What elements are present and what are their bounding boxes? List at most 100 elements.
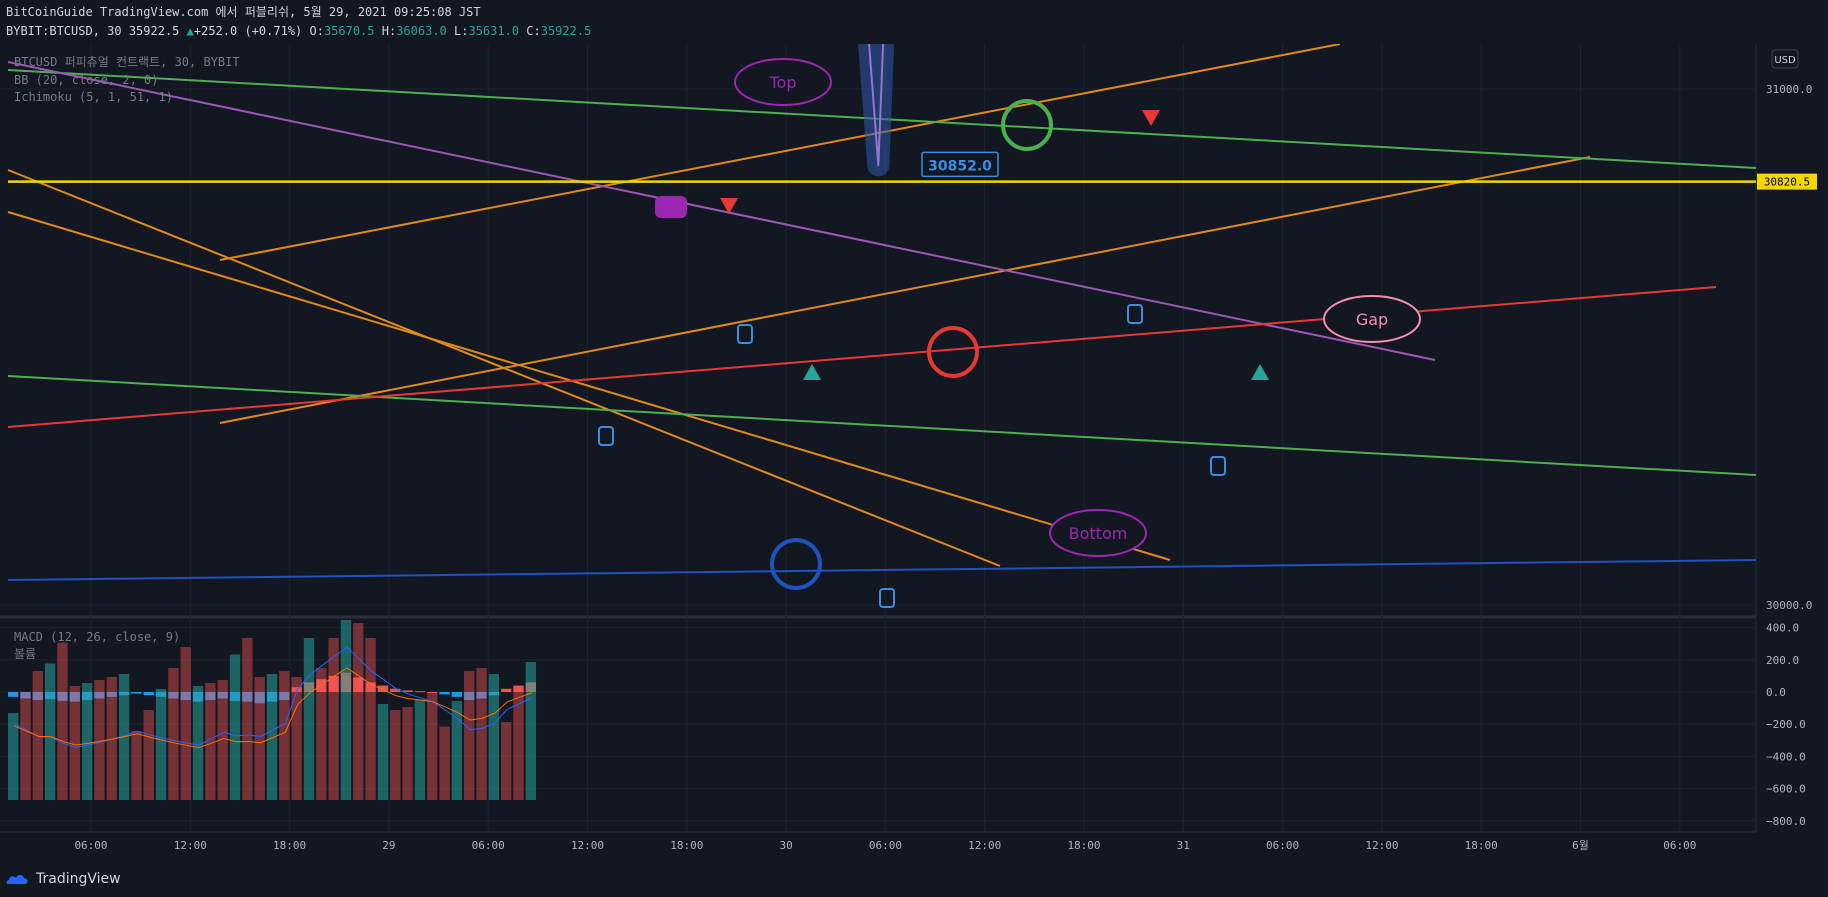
volume-bar xyxy=(8,713,19,800)
currency-badge[interactable] xyxy=(1771,49,1799,69)
change: +252.0 (+0.71%) xyxy=(193,24,303,38)
legend-volume: 볼륨 xyxy=(14,647,36,661)
x-tick-label: 29 xyxy=(382,839,395,852)
x-tick-label: 30 xyxy=(779,839,792,852)
x-tick-label: 18:00 xyxy=(1465,839,1498,852)
tradingview-logo[interactable]: TradingView xyxy=(6,871,121,887)
macd-histogram-bar xyxy=(8,692,19,697)
symbol[interactable]: BYBIT:BTCUSD, 30 xyxy=(6,24,122,38)
macd-pane xyxy=(8,620,536,800)
macd-histogram-bar xyxy=(414,691,426,693)
open-value: 35670.5 xyxy=(323,24,375,38)
volume-bar xyxy=(205,683,216,800)
macd-histogram-bar xyxy=(205,692,216,701)
x-tick-label: 06:00 xyxy=(1266,839,1299,852)
x-tick-label: 06:00 xyxy=(1663,839,1696,852)
bottom-callout: Bottom xyxy=(1069,524,1128,543)
happy-face-icon xyxy=(1001,99,1053,151)
red-trend-line xyxy=(7,286,1717,428)
macd-histogram-bar xyxy=(402,690,413,692)
brand-name: TradingView xyxy=(36,871,121,887)
macd-histogram-bar xyxy=(279,692,290,701)
price-tag-label: 30820.5 xyxy=(1764,176,1810,189)
devil-icon xyxy=(655,196,687,218)
macd-histogram-bar xyxy=(328,675,339,692)
x-tick-label: 12:00 xyxy=(968,839,1001,852)
volume-bar xyxy=(303,638,315,800)
arrow-up-icon xyxy=(1251,364,1269,380)
top-callout: Top xyxy=(769,73,797,92)
legend-macd: MACD (12, 26, close, 9) xyxy=(14,630,180,644)
ohlc-line: BYBIT:BTCUSD, 30 35922.5 ▲+252.0 (+0.71%… xyxy=(6,22,591,41)
volume-bar xyxy=(229,654,241,800)
hand-pointer-icon xyxy=(1210,456,1226,476)
volume-bar xyxy=(217,680,228,800)
volume-bar xyxy=(377,704,389,800)
x-tick-label: 06:00 xyxy=(74,839,107,852)
x-tick-label: 6월 xyxy=(1572,839,1589,852)
volume-bar xyxy=(291,677,302,800)
bottom-callout-bubble xyxy=(1049,509,1147,557)
volume-bar xyxy=(20,692,31,800)
x-tick-label: 06:00 xyxy=(472,839,505,852)
arrow-down-icon xyxy=(1142,110,1160,126)
macd-histogram-bar xyxy=(353,677,364,692)
top-callout-bubble xyxy=(734,58,832,106)
macd-histogram-bar xyxy=(365,682,376,692)
tradingview-cloud-icon xyxy=(6,875,28,884)
x-tick-label: 06:00 xyxy=(869,839,902,852)
y-tick-label: 31000.0 xyxy=(1766,83,1812,96)
green-trend-line-2 xyxy=(7,375,1756,476)
arrow-down-icon xyxy=(720,198,738,214)
volume-bar xyxy=(513,692,524,800)
macd-histogram-bar xyxy=(427,692,438,693)
volume-bar xyxy=(501,722,512,800)
header-info: BitCoinGuide TradingView.com 에서 퍼블리쉬, 5월… xyxy=(6,3,591,41)
x-tick-label: 18:00 xyxy=(1067,839,1100,852)
up-arrow-icon: ▲ xyxy=(186,24,194,38)
volume-bar xyxy=(414,699,426,800)
volume-bar xyxy=(254,677,265,800)
x-tick-label: 18:00 xyxy=(273,839,306,852)
price-tag xyxy=(1757,173,1817,190)
volume-bar xyxy=(402,707,413,800)
volume-bar xyxy=(242,638,253,800)
volume-bar xyxy=(168,668,179,800)
x-tick-label: 18:00 xyxy=(670,839,703,852)
volume-bar xyxy=(192,686,204,800)
macd-histogram-bar xyxy=(390,688,401,692)
hand-pointer-icon xyxy=(737,324,753,344)
volume-bar xyxy=(94,680,105,800)
volume-bar xyxy=(525,662,536,800)
axes: 30000.031000.032000.033000.034000.035000… xyxy=(74,83,1817,852)
volume-bar xyxy=(316,668,327,800)
macd-histogram-bar xyxy=(106,692,117,697)
macd-y-tick-label: −800.0 xyxy=(1766,815,1806,828)
neutral-face-icon xyxy=(927,326,979,378)
macd-y-tick-label: −200.0 xyxy=(1766,718,1806,731)
close-value: 35922.5 xyxy=(540,24,592,38)
sleepy-face-icon xyxy=(770,538,822,590)
volume-bar xyxy=(180,647,191,800)
x-tick-label: 31 xyxy=(1177,839,1190,852)
volume-bar xyxy=(143,710,154,800)
volume-bar xyxy=(488,674,500,800)
price-pane[interactable] xyxy=(7,0,1756,581)
macd-histogram-bar xyxy=(464,692,475,701)
macd-histogram-bar xyxy=(291,687,302,692)
hand-pointer-icon xyxy=(1127,304,1143,324)
macd-y-tick-label: 400.0 xyxy=(1766,622,1799,635)
low-label: L: xyxy=(454,24,469,38)
y-tick-label: 30000.0 xyxy=(1766,599,1812,612)
volume-bar xyxy=(439,726,450,800)
volume-bar xyxy=(365,638,376,800)
blue-trend-line xyxy=(7,559,1756,581)
price-label: 30852.0 xyxy=(928,158,992,174)
macd-histogram-bar xyxy=(242,692,253,702)
macd-line xyxy=(13,646,533,748)
macd-histogram-bar xyxy=(217,692,228,699)
high-label: H: xyxy=(381,24,397,38)
close-label: C: xyxy=(526,24,541,38)
macd-histogram-bar xyxy=(377,685,389,692)
